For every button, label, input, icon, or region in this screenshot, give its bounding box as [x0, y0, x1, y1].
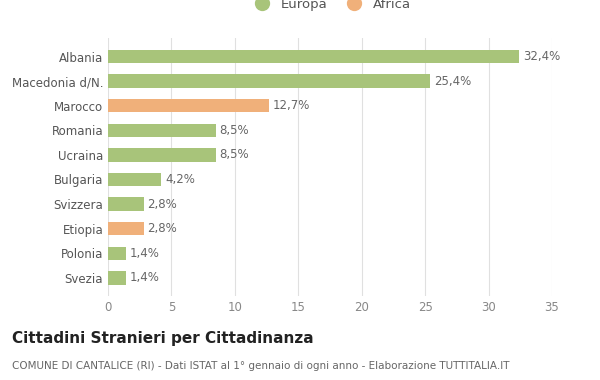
Bar — [108, 247, 126, 260]
Text: 2,8%: 2,8% — [148, 198, 177, 211]
Bar — [108, 50, 519, 63]
Text: 12,7%: 12,7% — [273, 99, 310, 112]
Text: 32,4%: 32,4% — [523, 50, 560, 63]
Bar — [108, 197, 143, 211]
Bar — [108, 99, 269, 112]
Text: Cittadini Stranieri per Cittadinanza: Cittadini Stranieri per Cittadinanza — [12, 331, 314, 345]
Text: 1,4%: 1,4% — [130, 271, 160, 284]
Text: 25,4%: 25,4% — [434, 74, 471, 88]
Bar — [108, 173, 161, 186]
Bar — [108, 124, 216, 137]
Bar — [108, 271, 126, 285]
Legend: Europa, Africa: Europa, Africa — [249, 0, 411, 11]
Bar — [108, 74, 430, 88]
Bar — [108, 148, 216, 162]
Text: 1,4%: 1,4% — [130, 247, 160, 260]
Bar — [108, 222, 143, 236]
Text: 8,5%: 8,5% — [220, 124, 249, 137]
Text: COMUNE DI CANTALICE (RI) - Dati ISTAT al 1° gennaio di ogni anno - Elaborazione : COMUNE DI CANTALICE (RI) - Dati ISTAT al… — [12, 361, 509, 371]
Text: 8,5%: 8,5% — [220, 149, 249, 162]
Text: 4,2%: 4,2% — [165, 173, 195, 186]
Text: 2,8%: 2,8% — [148, 222, 177, 235]
